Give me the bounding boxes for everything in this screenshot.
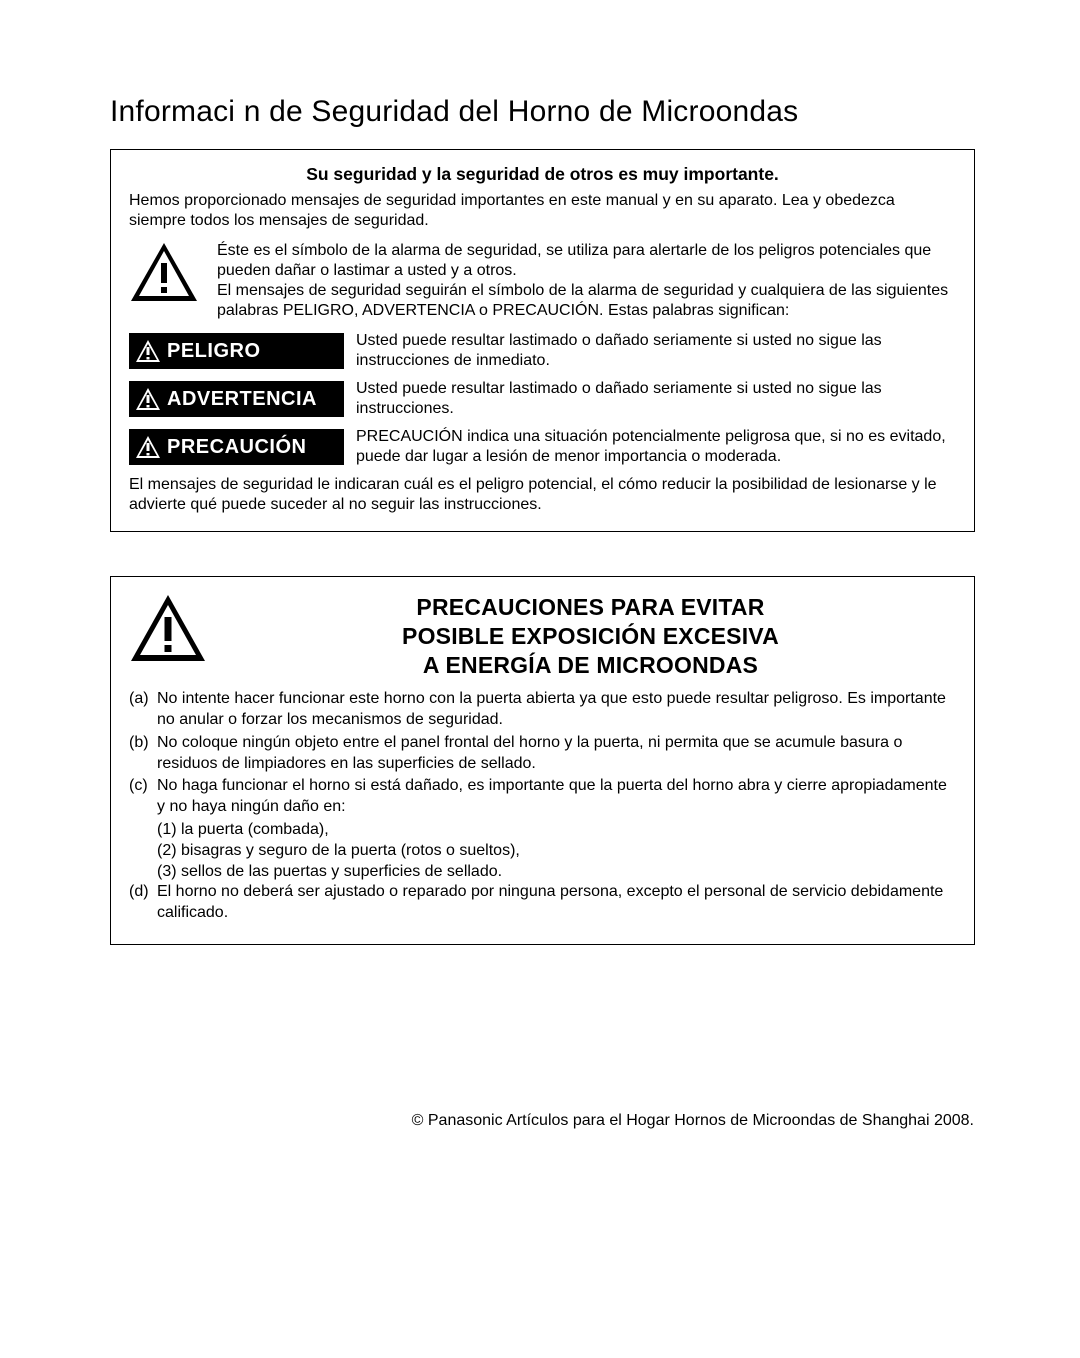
- precautions-title-line3: A ENERGÍA DE MICROONDAS: [225, 651, 956, 680]
- safety-closing: El mensajes de seguridad le indicaran cu…: [129, 475, 956, 515]
- item-marker: (d): [129, 882, 157, 924]
- list-item: (a) No intente hacer funcionar este horn…: [129, 689, 956, 731]
- badge-label: ADVERTENCIA: [167, 388, 317, 411]
- list-item: (c) No haga funcionar el horno si está d…: [129, 776, 956, 818]
- page-title: Informaci n de Seguridad del Horno de Mi…: [110, 95, 975, 129]
- item-text: No coloque ningún objeto entre el panel …: [157, 733, 956, 775]
- level-text: Usted puede resultar lastimado o dañado …: [356, 331, 956, 371]
- alert-symbol-text-1: Éste es el símbolo de la alarma de segur…: [217, 241, 956, 281]
- copyright-text: © Panasonic Artículos para el Hogar Horn…: [412, 1112, 974, 1130]
- precautions-box: PRECAUCIONES PARA EVITAR POSIBLE EXPOSIC…: [110, 576, 975, 945]
- alert-triangle-icon: [129, 593, 207, 668]
- badge-precaucion: PRECAUCIÓN: [129, 429, 344, 465]
- warning-icon: [135, 435, 161, 459]
- precautions-list: (a) No intente hacer funcionar este horn…: [129, 689, 956, 924]
- level-row-advertencia: ADVERTENCIA Usted puede resultar lastima…: [129, 379, 956, 419]
- alert-symbol-text-2: El mensajes de seguridad seguirán el sím…: [217, 281, 956, 321]
- level-row-peligro: PELIGRO Usted puede resultar lastimado o…: [129, 331, 956, 371]
- level-text: Usted puede resultar lastimado o dañado …: [356, 379, 956, 419]
- item-marker: (c): [129, 776, 157, 818]
- level-row-precaucion: PRECAUCIÓN PRECAUCIÓN indica una situaci…: [129, 427, 956, 467]
- sub-item: (1) la puerta (combada),: [157, 820, 956, 841]
- alert-symbol-text: Éste es el símbolo de la alarma de segur…: [217, 241, 956, 321]
- warning-icon: [135, 387, 161, 411]
- safety-info-box: Su seguridad y la seguridad de otros es …: [110, 149, 975, 532]
- item-text: No intente hacer funcionar este horno co…: [157, 689, 956, 731]
- precautions-title-line1: PRECAUCIONES PARA EVITAR: [225, 593, 956, 622]
- precautions-header: PRECAUCIONES PARA EVITAR POSIBLE EXPOSIC…: [129, 593, 956, 679]
- level-text: PRECAUCIÓN indica una situación potencia…: [356, 427, 956, 467]
- precautions-title-line2: POSIBLE EXPOSICIÓN EXCESIVA: [225, 622, 956, 651]
- safety-intro: Hemos proporcionado mensajes de segurida…: [129, 191, 956, 231]
- item-text: El horno no deberá ser ajustado o repara…: [157, 882, 956, 924]
- precautions-title-block: PRECAUCIONES PARA EVITAR POSIBLE EXPOSIC…: [225, 593, 956, 679]
- badge-label: PRECAUCIÓN: [167, 436, 306, 459]
- item-text: No haga funcionar el horno si está dañad…: [157, 776, 956, 818]
- badge-label: PELIGRO: [167, 340, 261, 363]
- alert-triangle-icon: [129, 241, 199, 308]
- sub-item: (2) bisagras y seguro de la puerta (roto…: [157, 841, 956, 862]
- item-marker: (b): [129, 733, 157, 775]
- badge-advertencia: ADVERTENCIA: [129, 381, 344, 417]
- list-item: (d) El horno no deberá ser ajustado o re…: [129, 882, 956, 924]
- item-marker: (a): [129, 689, 157, 731]
- safety-subheading: Su seguridad y la seguridad de otros es …: [129, 164, 956, 185]
- sub-item: (3) sellos de las puertas y superficies …: [157, 862, 956, 883]
- sub-list: (1) la puerta (combada), (2) bisagras y …: [129, 820, 956, 882]
- list-item: (b) No coloque ningún objeto entre el pa…: [129, 733, 956, 775]
- warning-icon: [135, 339, 161, 363]
- badge-peligro: PELIGRO: [129, 333, 344, 369]
- alert-symbol-row: Éste es el símbolo de la alarma de segur…: [129, 241, 956, 321]
